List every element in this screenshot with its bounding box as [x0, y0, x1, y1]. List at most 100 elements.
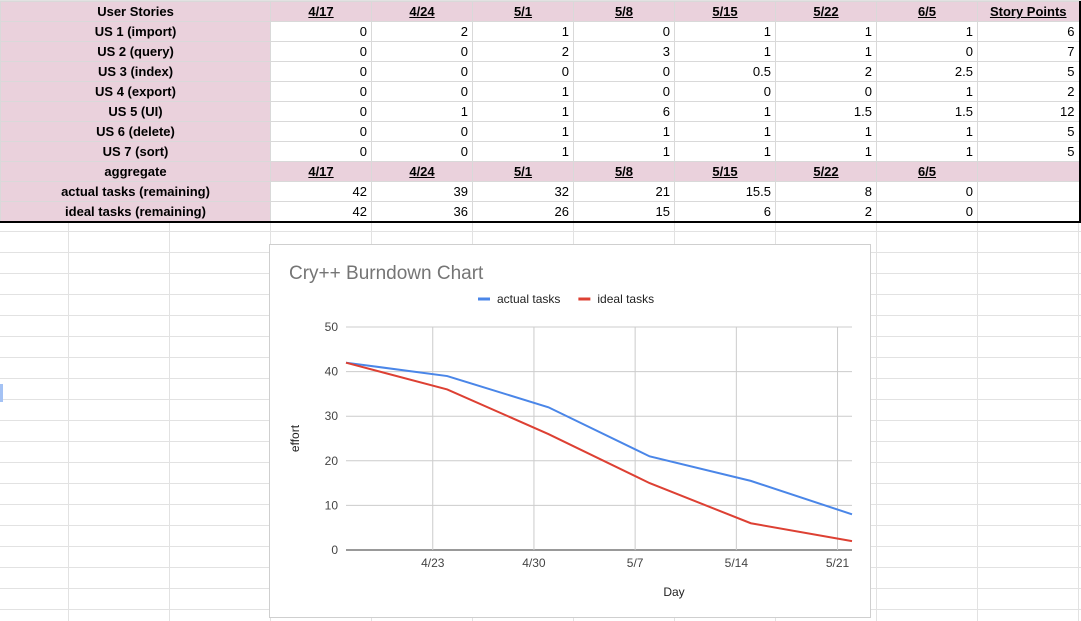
header-label-cell[interactable]: User Stories	[0, 1, 271, 22]
story-value-cell[interactable]: 1	[371, 101, 473, 122]
aggregate-date-cell[interactable]: 5/15	[674, 161, 776, 182]
remaining-value-cell[interactable]: 0	[876, 181, 978, 202]
story-value-cell[interactable]: 0	[270, 101, 372, 122]
story-value-cell[interactable]: 1	[775, 21, 877, 42]
story-value-cell[interactable]: 2.5	[876, 61, 978, 82]
story-value-cell[interactable]: 0	[573, 61, 675, 82]
remaining-value-cell[interactable]: 15	[573, 201, 675, 222]
story-value-cell[interactable]: 0	[573, 21, 675, 42]
story-value-cell[interactable]: 1	[674, 141, 776, 162]
story-value-cell[interactable]: 0	[270, 121, 372, 142]
story-value-cell[interactable]: 1.5	[775, 101, 877, 122]
remaining-value-cell[interactable]: 0	[876, 201, 978, 222]
story-value-cell[interactable]: 5	[977, 141, 1080, 162]
story-value-cell[interactable]: 7	[977, 41, 1080, 62]
story-value-cell[interactable]: 0	[270, 21, 372, 42]
remaining-value-cell[interactable]: 42	[270, 181, 372, 202]
story-value-cell[interactable]: 1	[573, 121, 675, 142]
story-value-cell[interactable]: 1	[674, 41, 776, 62]
story-value-cell[interactable]: 1	[472, 101, 574, 122]
story-value-cell[interactable]: 2	[472, 41, 574, 62]
story-value-cell[interactable]: 0	[371, 81, 473, 102]
story-value-cell[interactable]: 0	[270, 41, 372, 62]
story-value-cell[interactable]: 0	[573, 81, 675, 102]
story-value-cell[interactable]: 1	[472, 81, 574, 102]
header-date-cell[interactable]: 4/17	[270, 1, 372, 22]
story-value-cell[interactable]: 0	[371, 61, 473, 82]
story-value-cell[interactable]: 6	[977, 21, 1080, 42]
row-label-cell[interactable]: ideal tasks (remaining)	[0, 201, 271, 222]
aggregate-date-cell[interactable]: 4/24	[371, 161, 473, 182]
story-value-cell[interactable]: 1	[876, 141, 978, 162]
story-value-cell[interactable]: 0	[371, 121, 473, 142]
aggregate-date-cell[interactable]: 5/8	[573, 161, 675, 182]
story-value-cell[interactable]: 0	[371, 41, 473, 62]
story-value-cell[interactable]: 0	[371, 141, 473, 162]
empty-cell[interactable]	[977, 201, 1080, 222]
story-value-cell[interactable]: 5	[977, 121, 1080, 142]
remaining-value-cell[interactable]: 21	[573, 181, 675, 202]
aggregate-date-cell[interactable]: 4/17	[270, 161, 372, 182]
story-label-cell[interactable]: US 6 (delete)	[0, 121, 271, 142]
story-value-cell[interactable]: 1	[775, 141, 877, 162]
row-resize-handle[interactable]	[0, 384, 3, 402]
story-value-cell[interactable]: 1	[775, 121, 877, 142]
story-value-cell[interactable]: 1	[775, 41, 877, 62]
header-date-cell[interactable]: 5/22	[775, 1, 877, 22]
header-date-cell[interactable]: 4/24	[371, 1, 473, 22]
story-value-cell[interactable]: 2	[371, 21, 473, 42]
story-value-cell[interactable]: 3	[573, 41, 675, 62]
remaining-value-cell[interactable]: 2	[775, 201, 877, 222]
story-value-cell[interactable]: 0	[270, 81, 372, 102]
story-value-cell[interactable]: 1	[674, 21, 776, 42]
story-value-cell[interactable]: 1	[472, 141, 574, 162]
row-label-cell[interactable]: actual tasks (remaining)	[0, 181, 271, 202]
story-value-cell[interactable]: 1	[876, 81, 978, 102]
story-value-cell[interactable]: 0	[472, 61, 574, 82]
story-value-cell[interactable]: 2	[775, 61, 877, 82]
remaining-value-cell[interactable]: 15.5	[674, 181, 776, 202]
remaining-value-cell[interactable]: 6	[674, 201, 776, 222]
aggregate-date-cell[interactable]: 6/5	[876, 161, 978, 182]
story-value-cell[interactable]: 0	[674, 81, 776, 102]
story-value-cell[interactable]: 0.5	[674, 61, 776, 82]
story-label-cell[interactable]: US 5 (UI)	[0, 101, 271, 122]
story-value-cell[interactable]: 0	[270, 141, 372, 162]
story-value-cell[interactable]: 2	[977, 81, 1080, 102]
remaining-value-cell[interactable]: 8	[775, 181, 877, 202]
story-label-cell[interactable]: US 7 (sort)	[0, 141, 271, 162]
story-value-cell[interactable]: 5	[977, 61, 1080, 82]
story-label-cell[interactable]: US 1 (import)	[0, 21, 271, 42]
remaining-value-cell[interactable]: 36	[371, 201, 473, 222]
story-value-cell[interactable]: 1	[876, 21, 978, 42]
story-value-cell[interactable]: 1	[472, 121, 574, 142]
story-label-cell[interactable]: US 2 (query)	[0, 41, 271, 62]
story-value-cell[interactable]: 1	[573, 141, 675, 162]
aggregate-label-cell[interactable]: aggregate	[0, 161, 271, 182]
burndown-chart[interactable]: Cry++ Burndown Chart 0 10 20 30 40 50 4/23 4/30…	[269, 244, 871, 618]
remaining-value-cell[interactable]: 42	[270, 201, 372, 222]
story-value-cell[interactable]: 0	[876, 41, 978, 62]
header-date-cell[interactable]: 6/5	[876, 1, 978, 22]
story-value-cell[interactable]: 12	[977, 101, 1080, 122]
header-date-cell[interactable]: Story Points	[977, 1, 1080, 22]
story-value-cell[interactable]: 6	[573, 101, 675, 122]
header-date-cell[interactable]: 5/8	[573, 1, 675, 22]
remaining-value-cell[interactable]: 26	[472, 201, 574, 222]
aggregate-date-cell[interactable]: 5/22	[775, 161, 877, 182]
aggregate-date-cell[interactable]: 5/1	[472, 161, 574, 182]
story-value-cell[interactable]: 1	[472, 21, 574, 42]
story-label-cell[interactable]: US 3 (index)	[0, 61, 271, 82]
story-label-cell[interactable]: US 4 (export)	[0, 81, 271, 102]
empty-cell[interactable]	[977, 181, 1080, 202]
story-value-cell[interactable]: 1	[674, 121, 776, 142]
header-date-cell[interactable]: 5/1	[472, 1, 574, 22]
empty-cell[interactable]	[977, 161, 1080, 182]
story-value-cell[interactable]: 1	[876, 121, 978, 142]
story-value-cell[interactable]: 1	[674, 101, 776, 122]
story-value-cell[interactable]: 0	[775, 81, 877, 102]
remaining-value-cell[interactable]: 39	[371, 181, 473, 202]
story-value-cell[interactable]: 1.5	[876, 101, 978, 122]
story-value-cell[interactable]: 0	[270, 61, 372, 82]
header-date-cell[interactable]: 5/15	[674, 1, 776, 22]
